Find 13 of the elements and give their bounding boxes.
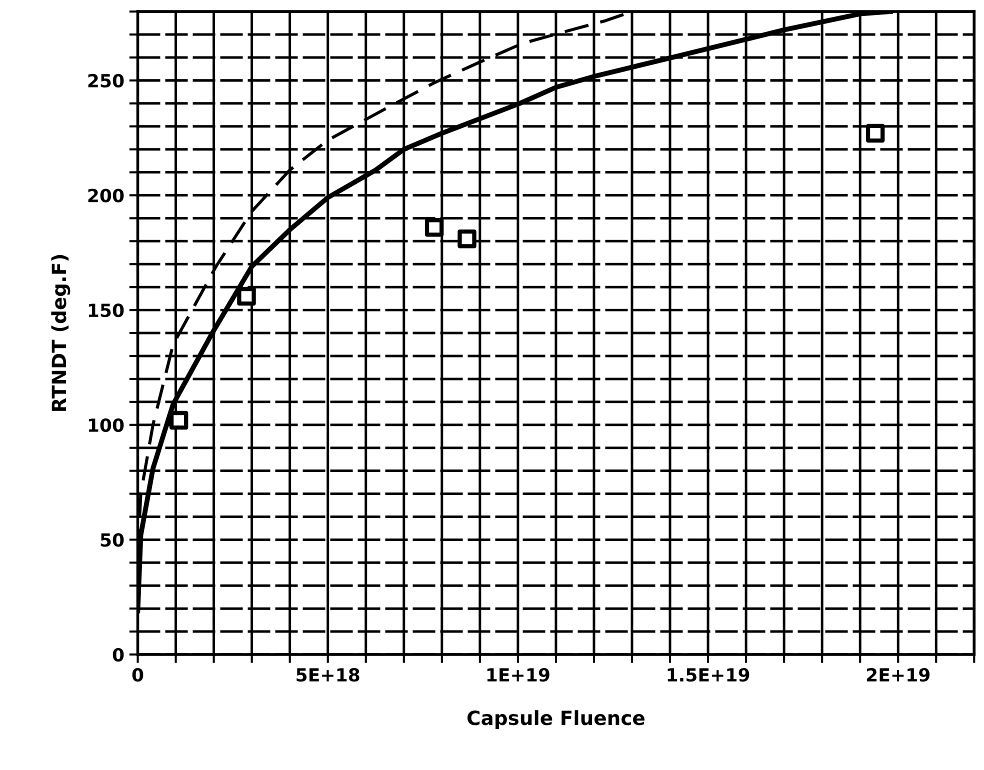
y-tick-label: 250	[88, 74, 124, 88]
y-tick-label: 50	[100, 533, 124, 547]
y-tick-label: 100	[88, 418, 124, 432]
y-axis-title: RTNDT (deg.F)	[51, 255, 70, 411]
x-tick-label: 1.5E+19	[668, 668, 750, 682]
x-tick-label: 1E+19	[487, 668, 550, 682]
x-tick-label: 2E+19	[866, 668, 930, 682]
x-tick-label: 0	[132, 668, 144, 682]
y-tick-label: 200	[88, 188, 124, 202]
x-axis-title: Capsule Fluence	[467, 710, 644, 729]
x-tick-label: 5E+18	[296, 668, 360, 682]
y-tick-label: 0	[112, 648, 124, 662]
y-tick-label: 150	[88, 304, 124, 318]
